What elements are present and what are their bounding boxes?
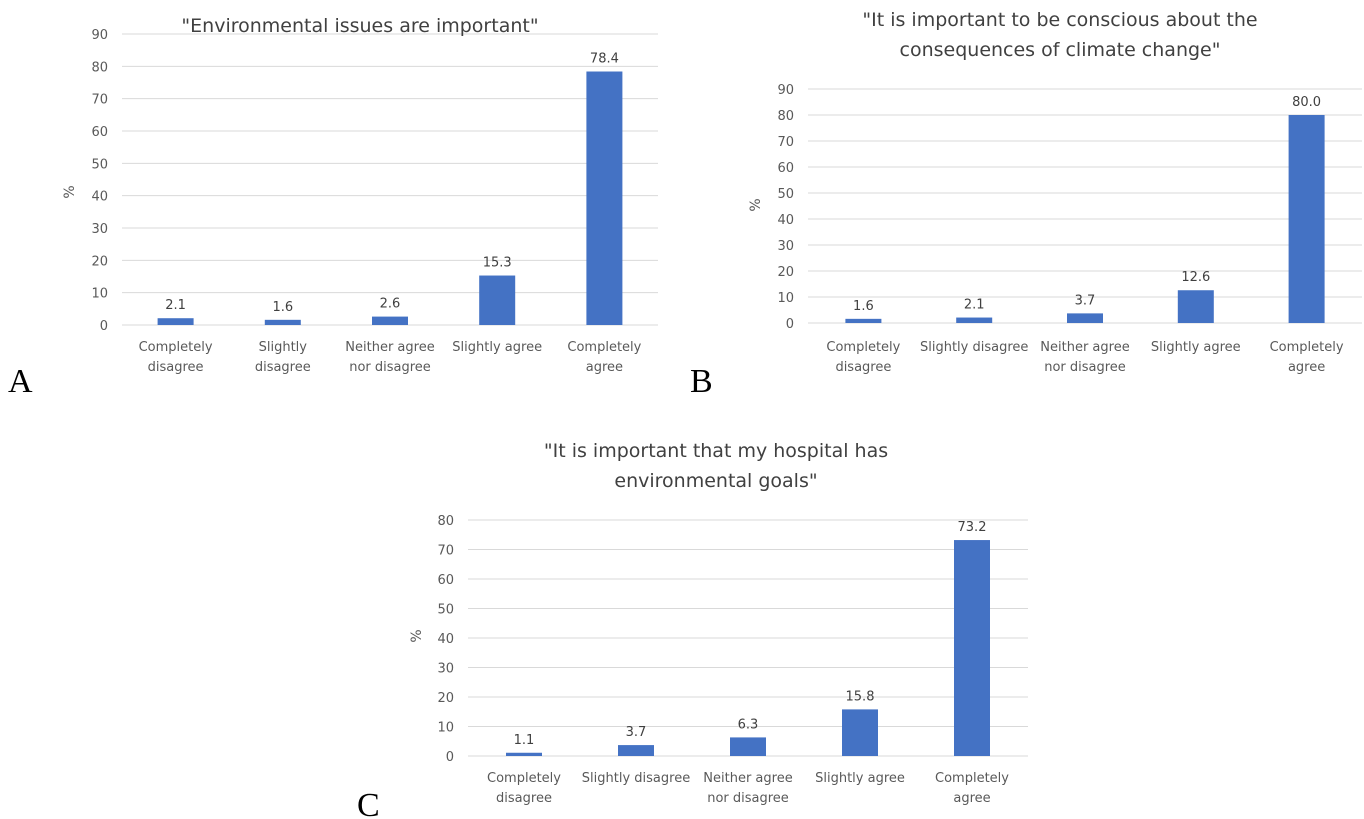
panel-letter: A	[8, 363, 33, 400]
category-label: disagree	[148, 360, 204, 375]
category-label: Slightly disagree	[582, 771, 690, 786]
category-label: disagree	[496, 791, 552, 806]
data-label: 80.0	[1292, 95, 1321, 110]
category-label: Neither agree	[1040, 340, 1129, 355]
y-tick-label: 70	[437, 544, 454, 559]
y-tick-label: 60	[437, 573, 454, 588]
y-tick-label: 90	[91, 28, 108, 43]
category-label: Completely	[935, 771, 1009, 786]
bar	[618, 745, 654, 756]
data-label: 1.1	[514, 733, 535, 748]
bar	[954, 540, 990, 756]
data-label: 3.7	[1075, 293, 1096, 308]
category-label: Completely	[487, 771, 561, 786]
chart-panel-c: 0 10 20 30 40 50 60 70 80 "It is important that m…	[357, 440, 1028, 819]
category-label: Slightly disagree	[920, 340, 1028, 355]
data-label: 3.7	[626, 725, 647, 740]
category-label: disagree	[255, 360, 311, 375]
bar	[372, 316, 408, 325]
category-label: Slightly agree	[1151, 340, 1241, 355]
bar	[1288, 115, 1325, 323]
bar	[956, 317, 993, 323]
category-label: disagree	[835, 360, 891, 375]
y-tick-label: 80	[777, 109, 794, 124]
panel-letter: B	[690, 363, 713, 400]
bar	[1067, 313, 1103, 323]
y-tick-label: 0	[786, 317, 794, 332]
bar	[586, 71, 623, 325]
y-tick-label: 30	[777, 239, 794, 254]
category-label: Slightly agree	[815, 771, 905, 786]
bar	[730, 737, 766, 756]
bar	[1177, 290, 1214, 323]
y-tick-label: 60	[777, 161, 794, 176]
category-label: nor disagree	[349, 360, 431, 375]
y-tick-label: 20	[91, 254, 108, 269]
y-tick-label: 80	[437, 514, 454, 529]
bar	[479, 275, 516, 325]
data-label: 2.1	[165, 298, 186, 313]
y-tick-label: 10	[437, 721, 454, 736]
data-label: 15.3	[483, 256, 512, 271]
data-label: 73.2	[958, 520, 987, 535]
data-label: 2.1	[964, 298, 985, 313]
y-tick-label: 50	[777, 187, 794, 202]
category-label: Neither agree	[703, 771, 792, 786]
category-label: agree	[1288, 360, 1325, 375]
bar	[845, 318, 882, 323]
panel-letter: C	[357, 787, 380, 819]
bar	[506, 752, 542, 756]
category-label: nor disagree	[707, 791, 789, 806]
category-label: Slightly agree	[452, 340, 542, 355]
bar	[842, 709, 878, 756]
y-axis-title: %	[748, 198, 764, 211]
category-label: agree	[586, 360, 623, 375]
data-label: 1.6	[853, 299, 874, 314]
category-label: Neither agree	[345, 340, 434, 355]
data-label: 2.6	[380, 297, 401, 312]
y-tick-label: 10	[91, 287, 108, 302]
y-tick-label: 50	[437, 603, 454, 618]
y-tick-label: 40	[437, 632, 454, 647]
y-tick-label: 30	[437, 662, 454, 677]
data-label: 1.6	[272, 300, 293, 315]
chart-title: "It is important that my hospital has	[544, 440, 888, 462]
chart-panel-b: 0 10 20 30 40 50 60 70 80 90 "It is important to b…	[690, 9, 1362, 400]
chart-title: environmental goals"	[614, 470, 817, 492]
chart-title: "It is important to be conscious about t…	[862, 9, 1257, 31]
data-label: 6.3	[738, 717, 759, 732]
data-label: 12.6	[1181, 270, 1210, 285]
y-tick-label: 20	[777, 265, 794, 280]
y-tick-label: 90	[777, 83, 794, 98]
y-tick-label: 40	[91, 190, 108, 205]
y-tick-label: 30	[91, 222, 108, 237]
y-axis-title: %	[409, 629, 425, 642]
category-label: agree	[953, 791, 990, 806]
category-label: Slightly	[259, 340, 308, 355]
y-tick-label: 60	[91, 125, 108, 140]
y-tick-label: 10	[777, 291, 794, 306]
y-tick-label: 50	[91, 157, 108, 172]
category-label: Completely	[139, 340, 213, 355]
chart-title: "Environmental issues are important"	[181, 15, 538, 37]
chart-panel-a: 0 10 20 30 40 50 60 70 80 90 "Environmental issues…	[8, 15, 658, 400]
category-label: Completely	[567, 340, 641, 355]
bar	[264, 319, 301, 325]
category-label: Completely	[826, 340, 900, 355]
y-tick-label: 20	[437, 691, 454, 706]
data-label: 78.4	[590, 52, 619, 67]
y-tick-label: 0	[100, 319, 108, 334]
category-label: nor disagree	[1044, 360, 1126, 375]
chart-title: consequences of climate change"	[900, 39, 1221, 61]
bar	[157, 318, 194, 325]
y-tick-label: 80	[91, 60, 108, 75]
category-label: Completely	[1270, 340, 1344, 355]
y-tick-label: 70	[777, 135, 794, 150]
y-tick-label: 40	[777, 213, 794, 228]
data-label: 15.8	[846, 689, 875, 704]
y-axis-title: %	[62, 185, 78, 198]
y-tick-label: 70	[91, 93, 108, 108]
y-tick-label: 0	[446, 750, 454, 765]
